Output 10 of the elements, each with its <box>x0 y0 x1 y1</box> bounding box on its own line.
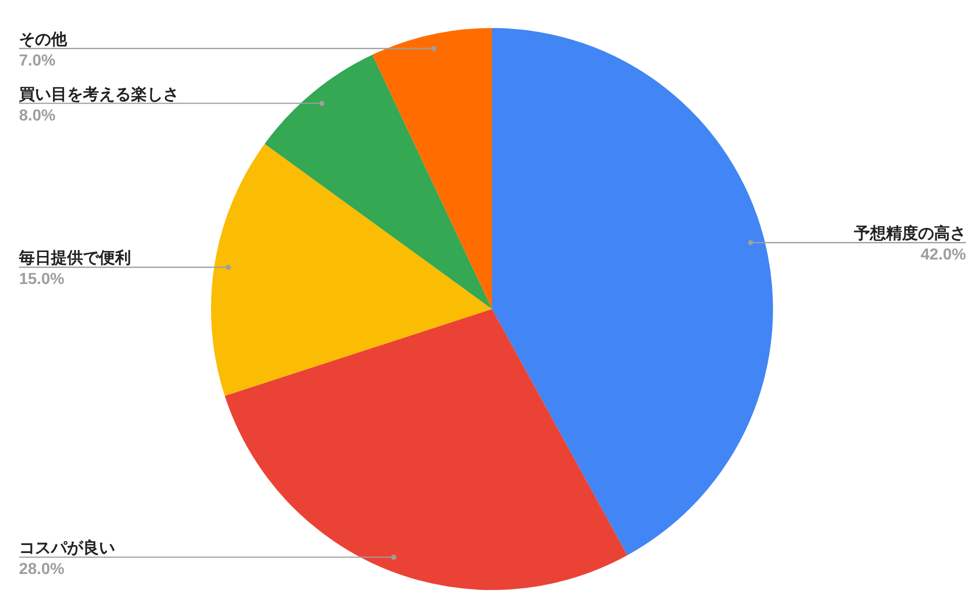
data-label: 7.0% <box>19 52 56 70</box>
slice-label: コスパが良い <box>19 539 115 558</box>
data-label: 42.0% <box>920 246 966 264</box>
slice-label: 予想精度の高さ <box>853 224 966 243</box>
slice-label: その他 <box>19 30 68 48</box>
data-label: 28.0% <box>19 561 64 578</box>
slice-label: 買い目を考える楽しさ <box>18 85 179 104</box>
data-label: 8.0% <box>19 107 56 124</box>
slice-label: 毎日提供で便利 <box>18 249 131 268</box>
data-label: 15.0% <box>19 271 64 288</box>
